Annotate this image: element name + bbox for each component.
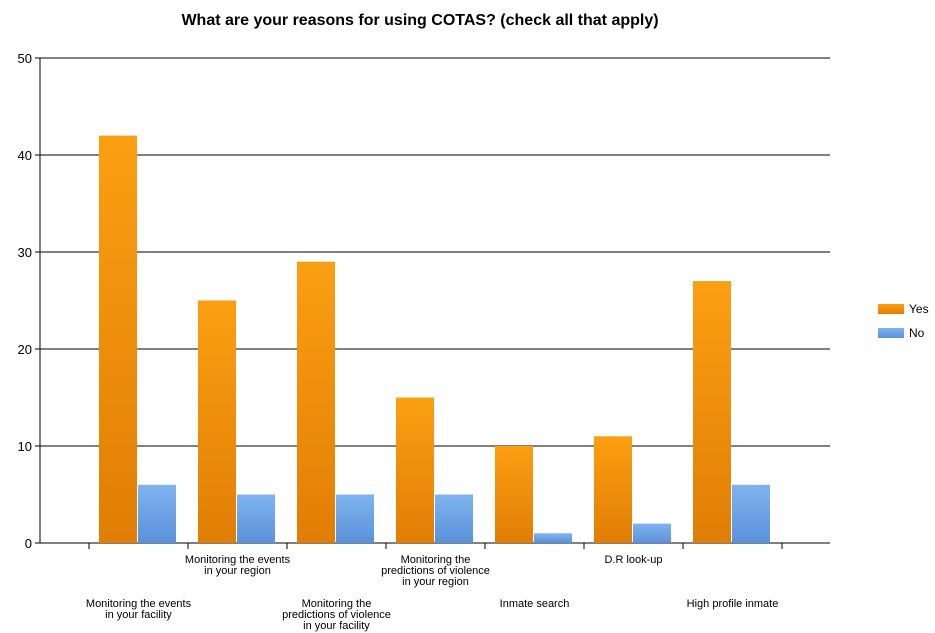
y-tick-label: 10 <box>18 439 32 454</box>
bar-yes <box>198 300 236 543</box>
bar-no <box>138 484 176 543</box>
bar-no <box>633 523 671 543</box>
chart-title: What are your reasons for using COTAS? (… <box>181 12 658 29</box>
bar-yes <box>693 281 731 543</box>
category-label: Monitoring the events in your facility <box>86 598 192 621</box>
bar-yes <box>396 397 434 543</box>
bar-no <box>732 484 770 543</box>
y-tick-label: 30 <box>18 245 32 260</box>
bars <box>99 135 770 543</box>
bar-no <box>336 494 374 543</box>
bar-no <box>237 494 275 543</box>
legend-label-no: No <box>909 326 925 340</box>
bar-no <box>435 494 473 543</box>
bar-yes <box>495 446 533 543</box>
bar-yes <box>594 436 632 543</box>
category-labels: Monitoring the events in your facility Mon… <box>86 554 778 632</box>
category-label: High profile inmate <box>687 598 779 610</box>
category-label: Inmate search <box>500 598 570 610</box>
bar-yes <box>99 135 137 543</box>
bar-yes <box>297 261 335 543</box>
y-tick-label: 20 <box>18 342 32 357</box>
legend-swatch-yes <box>878 304 904 314</box>
category-label: Monitoring the predictions of violence in … <box>381 554 490 588</box>
category-label: Monitoring the events in your region <box>185 554 291 577</box>
legend: Yes No <box>878 302 929 340</box>
legend-label-yes: Yes <box>909 302 929 316</box>
category-label: D.R look-up <box>604 554 662 566</box>
category-label: Monitoring the predictions of violence in … <box>282 598 391 632</box>
y-tick-label: 50 <box>18 51 32 66</box>
y-tick-label: 0 <box>25 536 32 551</box>
bar-no <box>534 533 572 543</box>
legend-swatch-no <box>878 328 904 338</box>
y-tick-label: 40 <box>18 148 32 163</box>
